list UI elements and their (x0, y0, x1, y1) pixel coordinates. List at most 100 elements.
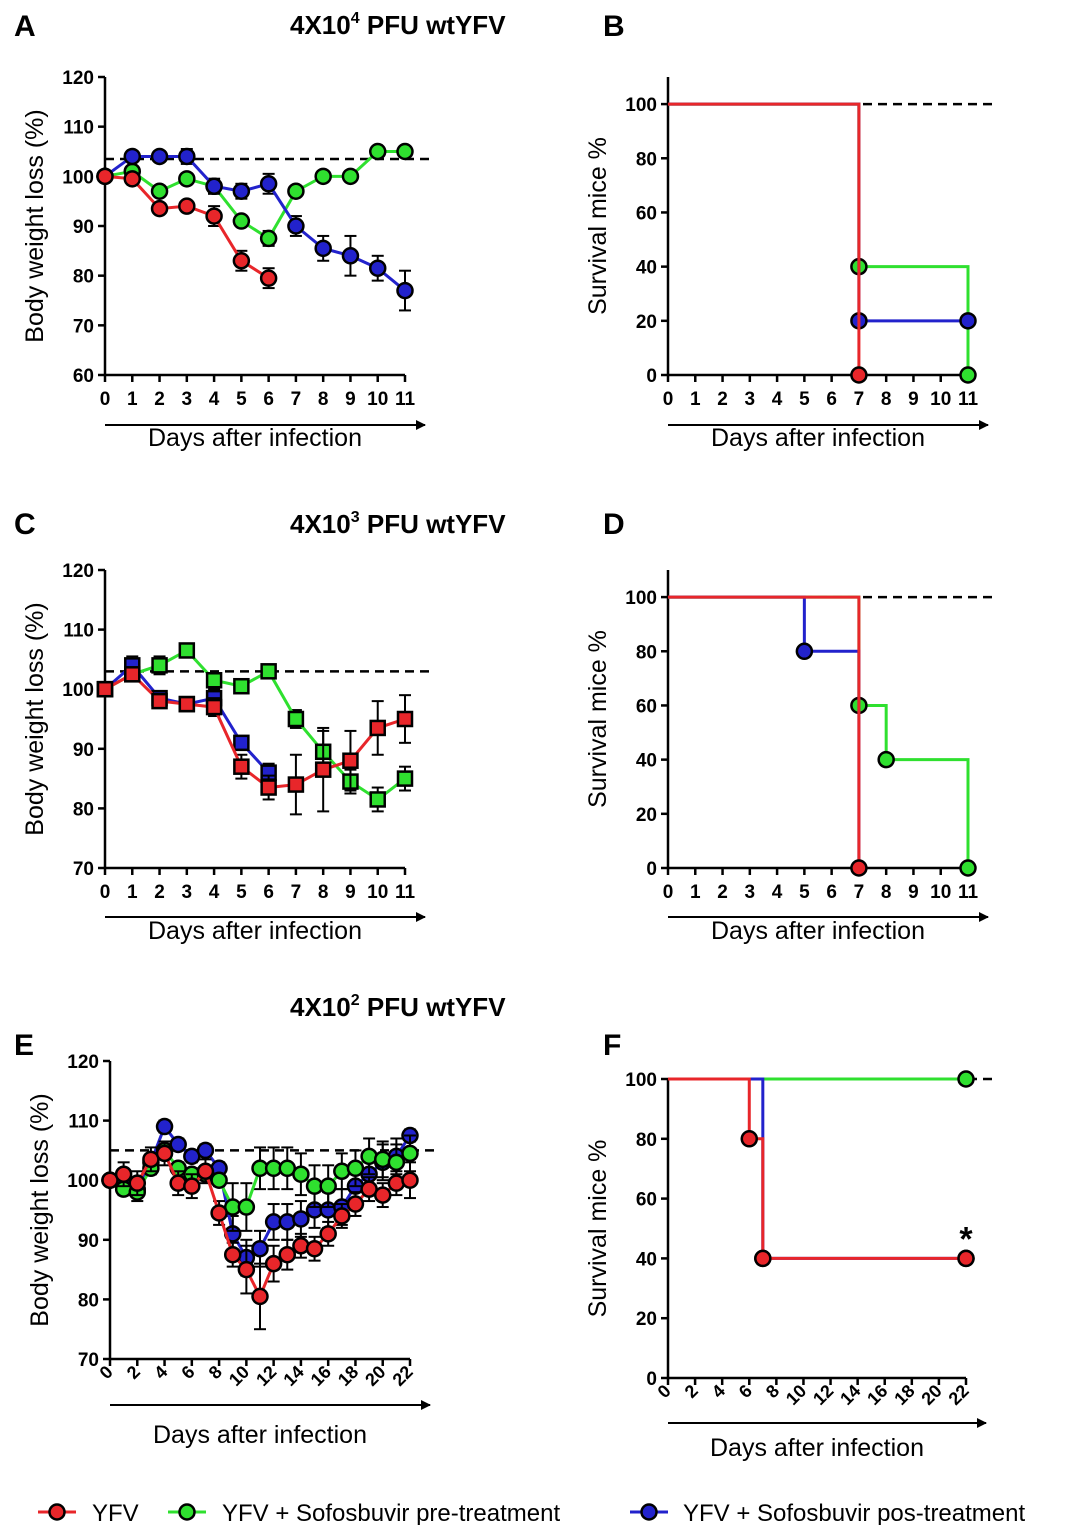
y-tick-label: 80 (78, 1290, 99, 1311)
x-tick-label: 0 (663, 389, 674, 410)
survival-step-line (668, 595, 970, 868)
series-yfv (96, 666, 414, 816)
x-tick-label: 8 (881, 389, 892, 410)
data-point (287, 776, 305, 793)
x-tick-label: 8 (318, 882, 329, 903)
x-tick-label: 6 (263, 882, 274, 903)
data-point (155, 1144, 174, 1163)
x-tick-label: 5 (799, 389, 810, 410)
x-tick-label: 3 (745, 389, 756, 410)
data-point (368, 259, 387, 277)
x-tick-label: 2 (717, 389, 728, 410)
data-point (233, 758, 250, 775)
x-tick-label: 7 (854, 389, 865, 410)
series-yfv (668, 1077, 975, 1268)
x-tick-label: 1 (127, 389, 138, 410)
x-tick-label: 11 (395, 389, 416, 410)
data-point (314, 239, 332, 258)
x-tick-label: 4 (150, 1362, 171, 1383)
x-tick-label: 11 (958, 882, 979, 903)
y-tick-label: 60 (636, 1190, 657, 1211)
y-tick-label: 110 (63, 621, 94, 642)
x-tick-label: 12 (809, 1381, 837, 1409)
series-line (104, 150, 405, 241)
data-point (233, 734, 250, 752)
y-tick-label: 40 (636, 751, 657, 772)
data-point (754, 1249, 772, 1268)
x-axis-label: Days after infection (148, 424, 362, 452)
data-point (305, 1239, 324, 1258)
series-yfv (668, 102, 868, 384)
data-point (287, 182, 305, 200)
series-pos (668, 102, 977, 330)
y-tick-label: 100 (625, 588, 657, 609)
x-tick-label: 14 (836, 1381, 864, 1409)
data-point (232, 182, 251, 200)
y-tick-label: 0 (646, 366, 657, 387)
x-tick-label: 9 (345, 882, 356, 903)
x-tick-label: 16 (307, 1362, 335, 1390)
data-point (346, 1159, 365, 1178)
series-pre (668, 102, 977, 384)
legend: YFV YFV + Sofosbuvir pre-treatment YFV + S… (38, 1500, 1025, 1525)
header-row-2: 4X103 PFU wtYFV (290, 509, 506, 539)
x-tick-label: 2 (717, 882, 728, 903)
x-tick-label: 8 (881, 882, 892, 903)
y-tick-label: 20 (636, 805, 657, 826)
data-point (850, 366, 868, 384)
legend-label: YFV + Sofosbuvir pos-treatment (683, 1500, 1025, 1525)
x-tick-label: 0 (100, 882, 111, 903)
survival-step-line (668, 102, 968, 323)
header-exponent: 3 (351, 509, 360, 526)
data-point (957, 1070, 975, 1088)
data-point (210, 1204, 228, 1222)
data-point (178, 695, 196, 713)
x-tick-label: 5 (799, 882, 810, 903)
data-point (232, 212, 251, 230)
data-point (196, 1141, 215, 1160)
y-axis-label: Survival mice % (584, 137, 612, 315)
legend-swatch-marker (178, 1503, 196, 1521)
data-point (957, 1249, 975, 1268)
x-tick-label: 3 (182, 389, 193, 410)
y-tick-label: 40 (636, 258, 657, 279)
x-tick-label: 8 (205, 1362, 226, 1383)
x-tick-label: 5 (236, 882, 247, 903)
legend-swatch-marker (48, 1503, 66, 1521)
header-exponent: 2 (351, 992, 360, 1009)
y-axis-label: Body weight loss (%) (21, 109, 49, 342)
y-tick-label: 90 (78, 1231, 99, 1252)
y-tick-label: 90 (73, 740, 94, 761)
data-point (178, 642, 196, 659)
series-pos (668, 595, 861, 868)
data-point (114, 1165, 133, 1183)
data-point (396, 142, 414, 161)
series-yfv (96, 167, 278, 290)
panel-letter-F: F (603, 1029, 621, 1062)
data-point (333, 1207, 351, 1225)
data-point (251, 1239, 269, 1258)
x-axis-label: Days after infection (711, 917, 925, 945)
header-base: 4X10 (290, 509, 351, 539)
x-tick-label: 2 (154, 882, 165, 903)
legend-swatch-marker (640, 1503, 658, 1521)
y-tick-label: 70 (73, 316, 94, 337)
y-tick-label: 100 (62, 680, 94, 701)
y-tick-label: 80 (73, 267, 94, 288)
y-tick-label: 90 (73, 217, 94, 238)
y-tick-label: 80 (73, 799, 94, 820)
data-point (205, 698, 223, 716)
data-point (319, 1225, 337, 1243)
header-base: 4X10 (290, 992, 351, 1022)
x-axis-label: Days after infection (710, 1434, 924, 1462)
header-base: 4X10 (290, 10, 351, 40)
data-point (96, 167, 114, 186)
data-point (123, 170, 142, 188)
x-tick-label: 4 (772, 389, 783, 410)
x-tick-label: 18 (334, 1362, 362, 1390)
y-tick-label: 100 (62, 167, 94, 188)
data-point (205, 207, 223, 225)
